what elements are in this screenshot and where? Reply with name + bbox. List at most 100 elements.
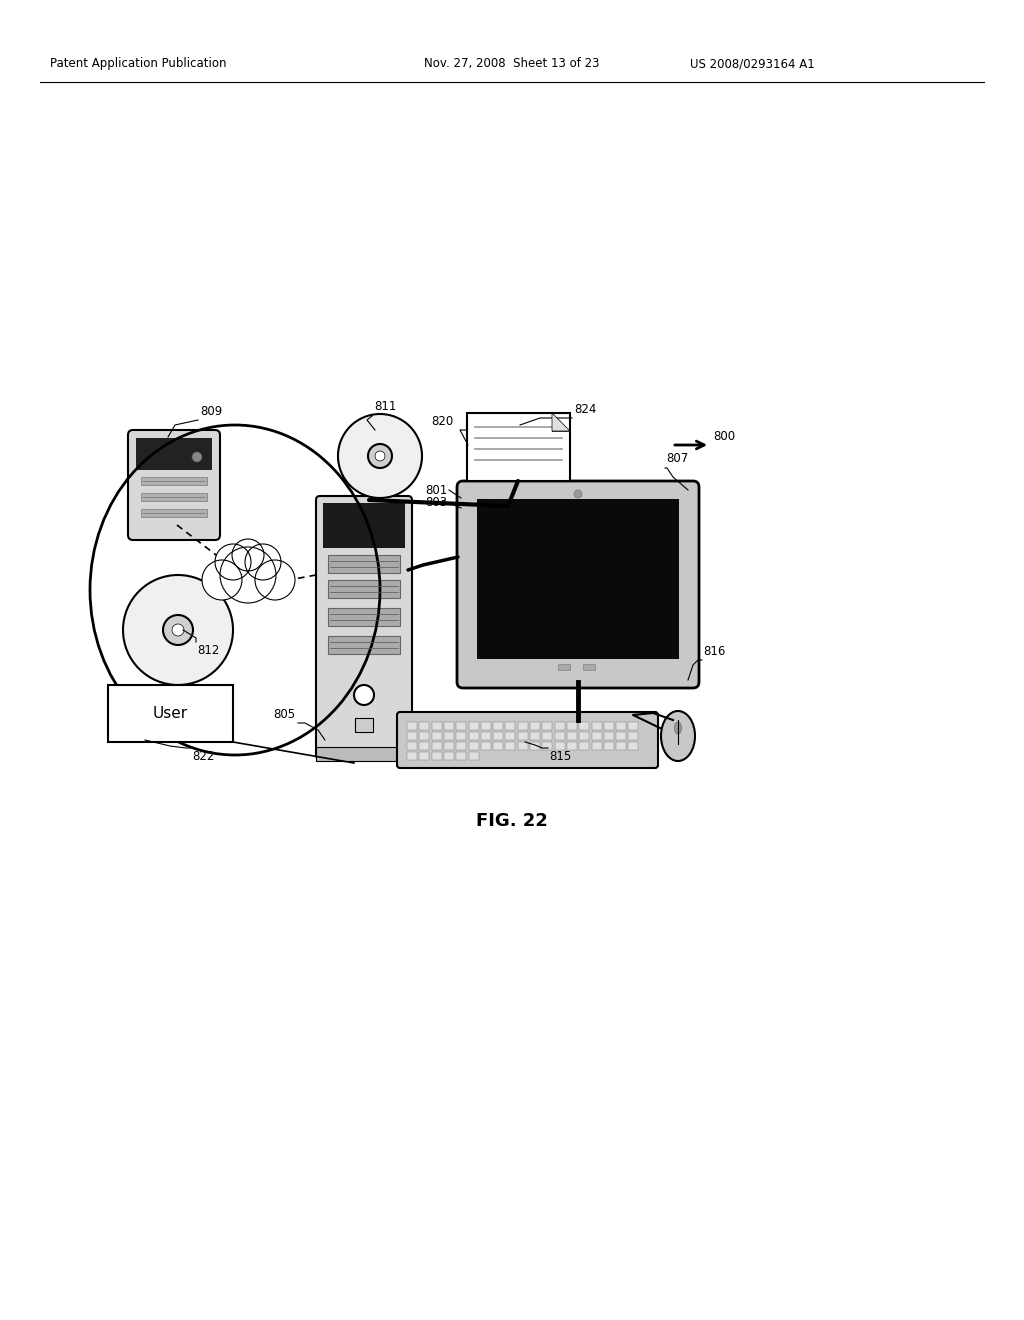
Bar [328, 579, 400, 598]
Bar [443, 733, 454, 741]
Circle shape [354, 685, 374, 705]
Bar [604, 733, 613, 741]
Circle shape [368, 444, 392, 469]
Text: 820: 820 [432, 414, 454, 428]
Bar [419, 752, 429, 760]
Ellipse shape [662, 711, 695, 762]
Bar [481, 733, 490, 741]
Bar [543, 742, 552, 750]
Text: 811: 811 [374, 400, 396, 413]
Bar [136, 438, 212, 470]
Bar [407, 722, 417, 730]
Bar [431, 733, 441, 741]
Text: US 2008/0293164 A1: US 2008/0293164 A1 [690, 58, 815, 70]
Text: 812: 812 [197, 644, 219, 657]
Bar [530, 742, 540, 750]
Bar [419, 742, 429, 750]
Bar [469, 722, 478, 730]
Bar [506, 733, 515, 741]
Circle shape [163, 615, 193, 645]
Circle shape [375, 451, 385, 461]
Bar [506, 742, 515, 750]
Text: Communication: Communication [212, 562, 284, 572]
FancyBboxPatch shape [128, 430, 220, 540]
Bar [629, 742, 638, 750]
Bar [431, 752, 441, 760]
Bar [567, 742, 577, 750]
Text: 801: 801 [425, 483, 447, 496]
Bar [355, 718, 373, 733]
Bar [407, 752, 417, 760]
Bar [580, 722, 589, 730]
Bar [592, 742, 601, 750]
Bar [530, 733, 540, 741]
Bar [328, 554, 400, 573]
Bar [419, 733, 429, 741]
Bar [616, 733, 626, 741]
Bar [592, 722, 601, 730]
Bar [443, 752, 454, 760]
Bar [592, 733, 601, 741]
Bar [443, 722, 454, 730]
Bar [583, 664, 595, 671]
Bar [506, 722, 515, 730]
Bar [567, 722, 577, 730]
Bar [616, 742, 626, 750]
Text: Nov. 27, 2008  Sheet 13 of 23: Nov. 27, 2008 Sheet 13 of 23 [424, 58, 600, 70]
Bar [323, 503, 406, 548]
Bar [457, 742, 466, 750]
Bar [518, 722, 527, 730]
Bar [141, 510, 207, 517]
Bar [407, 742, 417, 750]
Bar [108, 685, 233, 742]
Polygon shape [552, 413, 570, 432]
Bar [543, 733, 552, 741]
Bar [457, 722, 466, 730]
Bar [580, 733, 589, 741]
Bar [555, 742, 564, 750]
Bar [530, 722, 540, 730]
Text: FIG. 22: FIG. 22 [476, 812, 548, 830]
Circle shape [255, 560, 295, 601]
Bar [494, 722, 503, 730]
Circle shape [232, 539, 264, 572]
Bar [141, 477, 207, 484]
Bar [604, 722, 613, 730]
Bar [558, 664, 570, 671]
Ellipse shape [675, 722, 682, 734]
Bar [431, 722, 441, 730]
Text: 807: 807 [666, 451, 688, 465]
Bar [141, 492, 207, 502]
Bar [494, 733, 503, 741]
Text: 800: 800 [713, 430, 735, 444]
Text: 816: 816 [703, 645, 725, 657]
Bar [481, 722, 490, 730]
Ellipse shape [534, 723, 623, 741]
Bar [629, 733, 638, 741]
Bar [477, 499, 679, 659]
Bar [555, 722, 564, 730]
Bar [469, 752, 478, 760]
Bar [469, 742, 478, 750]
Bar [604, 742, 613, 750]
Bar [467, 413, 570, 480]
Text: User: User [153, 706, 188, 721]
Text: 803: 803 [425, 496, 447, 510]
Bar [419, 722, 429, 730]
Text: 805: 805 [272, 708, 295, 721]
Bar [518, 742, 527, 750]
Text: Patent Application Publication: Patent Application Publication [50, 58, 226, 70]
Circle shape [193, 451, 202, 462]
Bar [518, 733, 527, 741]
Bar [328, 636, 400, 653]
Bar [457, 752, 466, 760]
FancyBboxPatch shape [457, 480, 699, 688]
Bar [629, 722, 638, 730]
Bar [469, 733, 478, 741]
FancyBboxPatch shape [397, 711, 658, 768]
Bar [431, 742, 441, 750]
Text: 815: 815 [549, 750, 571, 763]
Bar [543, 722, 552, 730]
Circle shape [220, 546, 276, 603]
Bar [457, 733, 466, 741]
